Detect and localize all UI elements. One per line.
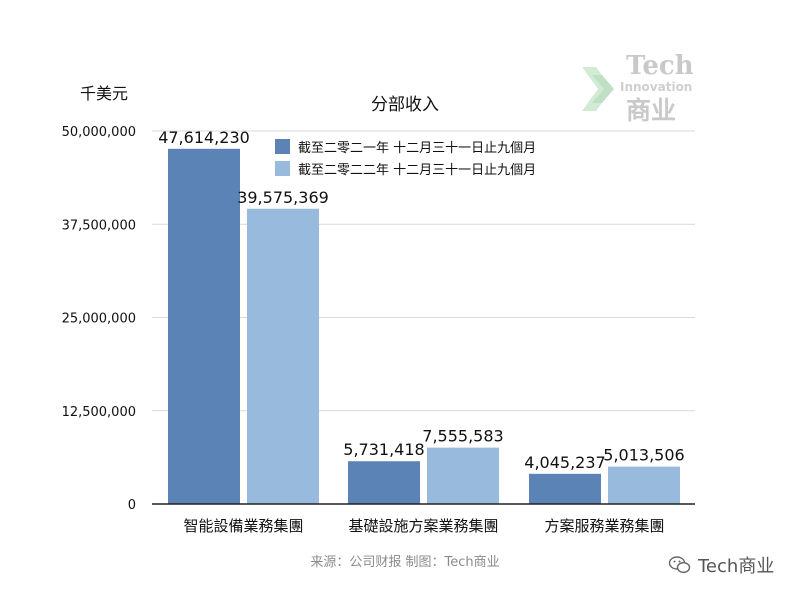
data-label: 5,013,506 bbox=[603, 446, 684, 465]
legend-label-2022: 截至二零二二年 十二月三十一日止九個月 bbox=[298, 162, 537, 178]
y-tick-label: 37,500,000 bbox=[62, 218, 136, 233]
y-tick-label: 25,000,000 bbox=[62, 312, 136, 327]
data-label: 39,575,369 bbox=[237, 188, 329, 207]
watermark: Tech商业 bbox=[668, 552, 774, 578]
wechat-icon bbox=[668, 556, 691, 574]
bar bbox=[608, 466, 680, 504]
data-label: 5,731,418 bbox=[343, 440, 424, 459]
legend-swatch-2022 bbox=[275, 160, 290, 176]
legend-item-2022: 截至二零二二年 十二月三十一日止九個月 bbox=[275, 157, 536, 179]
data-label: 4,045,237 bbox=[524, 453, 605, 472]
logo-text-innovation: Innovation bbox=[620, 80, 693, 94]
legend-swatch-2021 bbox=[275, 138, 290, 154]
x-category-label: 基礎設施方案業務集團 bbox=[348, 517, 498, 535]
logo-text-shangye: 商业 bbox=[626, 96, 677, 125]
data-label: 47,614,230 bbox=[158, 128, 250, 147]
watermark-text: Tech商业 bbox=[698, 556, 775, 577]
chart-title: 分部收入 bbox=[371, 95, 439, 115]
data-label: 7,555,583 bbox=[422, 427, 503, 446]
bar bbox=[168, 148, 240, 504]
x-category-label: 方案服務業務集團 bbox=[544, 517, 664, 535]
chart-legend: 截至二零二一年 十二月三十一日止九個月 截至二零二二年 十二月三十一日止九個月 bbox=[275, 135, 536, 179]
bar bbox=[247, 208, 319, 504]
bar bbox=[348, 461, 420, 504]
tech-innovation-logo: Tech Innovation 商业 bbox=[578, 51, 698, 125]
legend-item-2021: 截至二零二一年 十二月三十一日止九個月 bbox=[275, 135, 536, 157]
y-tick-label: 0 bbox=[128, 498, 136, 513]
logo-arrow-icon bbox=[582, 67, 614, 111]
logo-text-tech: Tech bbox=[626, 51, 694, 81]
bar bbox=[529, 473, 601, 504]
x-category-label: 智能設備業務集團 bbox=[183, 517, 303, 535]
y-tick-label: 50,000,000 bbox=[62, 125, 136, 140]
bar bbox=[427, 447, 499, 504]
source-note: 来源：公司财报 制图：Tech商业 bbox=[310, 555, 500, 570]
y-tick-label: 12,500,000 bbox=[62, 405, 136, 420]
legend-label-2021: 截至二零二一年 十二月三十一日止九個月 bbox=[298, 140, 537, 156]
y-unit-label: 千美元 bbox=[80, 84, 129, 103]
